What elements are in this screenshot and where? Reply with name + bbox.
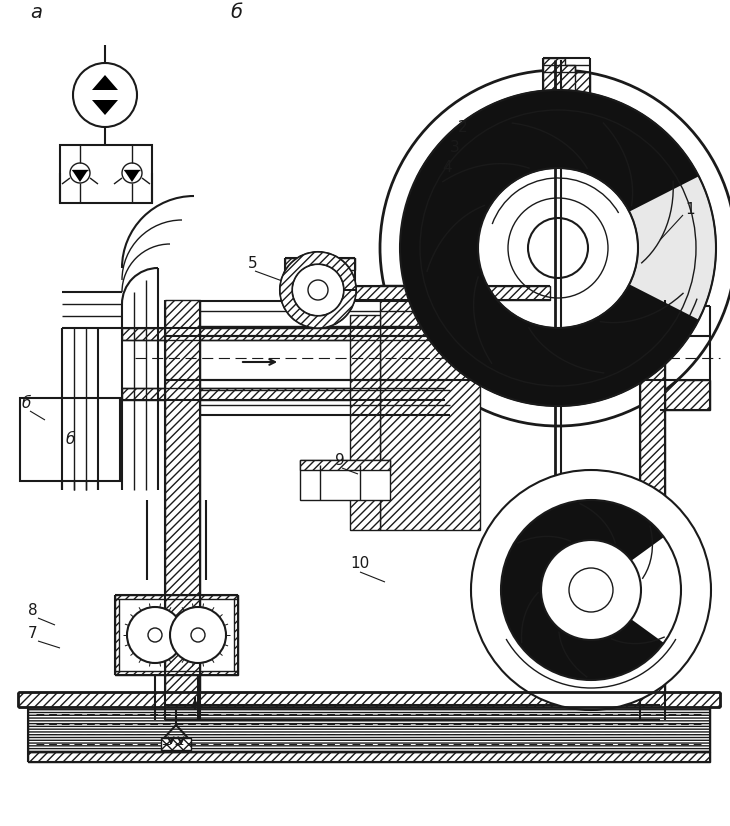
Polygon shape xyxy=(418,90,716,406)
Bar xyxy=(20,398,120,481)
Circle shape xyxy=(127,607,183,663)
Text: б: б xyxy=(65,432,74,447)
Polygon shape xyxy=(28,707,710,752)
Polygon shape xyxy=(350,315,380,530)
Circle shape xyxy=(471,470,711,710)
Circle shape xyxy=(292,264,344,316)
Circle shape xyxy=(148,628,162,642)
Circle shape xyxy=(569,568,613,612)
Text: б: б xyxy=(22,396,31,411)
Text: 4: 4 xyxy=(442,160,452,175)
Polygon shape xyxy=(92,100,118,115)
Circle shape xyxy=(170,607,226,663)
Polygon shape xyxy=(280,252,356,328)
Polygon shape xyxy=(340,286,550,300)
Polygon shape xyxy=(92,75,118,90)
Text: 10: 10 xyxy=(350,556,369,571)
Polygon shape xyxy=(122,388,445,400)
Text: а: а xyxy=(30,3,42,22)
Circle shape xyxy=(191,628,205,642)
Text: 5: 5 xyxy=(248,256,258,271)
Polygon shape xyxy=(660,306,710,336)
Polygon shape xyxy=(543,58,590,100)
Circle shape xyxy=(308,280,328,300)
Polygon shape xyxy=(18,692,720,707)
Polygon shape xyxy=(72,170,88,182)
Bar xyxy=(60,145,152,203)
Polygon shape xyxy=(122,328,445,340)
Polygon shape xyxy=(115,671,238,675)
Bar xyxy=(300,460,390,500)
Polygon shape xyxy=(380,285,480,530)
Polygon shape xyxy=(165,705,660,720)
Polygon shape xyxy=(300,270,340,285)
Polygon shape xyxy=(285,258,355,270)
Polygon shape xyxy=(400,90,699,406)
Text: 8: 8 xyxy=(28,603,38,618)
Polygon shape xyxy=(115,599,119,671)
Text: 1: 1 xyxy=(685,202,695,217)
Polygon shape xyxy=(418,90,716,406)
Text: 2: 2 xyxy=(458,121,468,135)
Bar xyxy=(161,738,191,750)
Bar xyxy=(490,352,550,364)
Text: 7: 7 xyxy=(28,626,38,641)
Circle shape xyxy=(280,252,356,328)
Polygon shape xyxy=(124,170,140,182)
Text: б: б xyxy=(230,3,242,22)
Polygon shape xyxy=(115,595,238,599)
Polygon shape xyxy=(165,300,200,720)
Polygon shape xyxy=(640,300,665,720)
Polygon shape xyxy=(501,500,664,680)
Text: 9: 9 xyxy=(335,453,345,468)
Polygon shape xyxy=(234,599,238,671)
Circle shape xyxy=(380,70,730,426)
Polygon shape xyxy=(660,380,710,410)
Text: 3: 3 xyxy=(450,140,460,155)
Polygon shape xyxy=(300,460,390,470)
Polygon shape xyxy=(28,752,710,762)
